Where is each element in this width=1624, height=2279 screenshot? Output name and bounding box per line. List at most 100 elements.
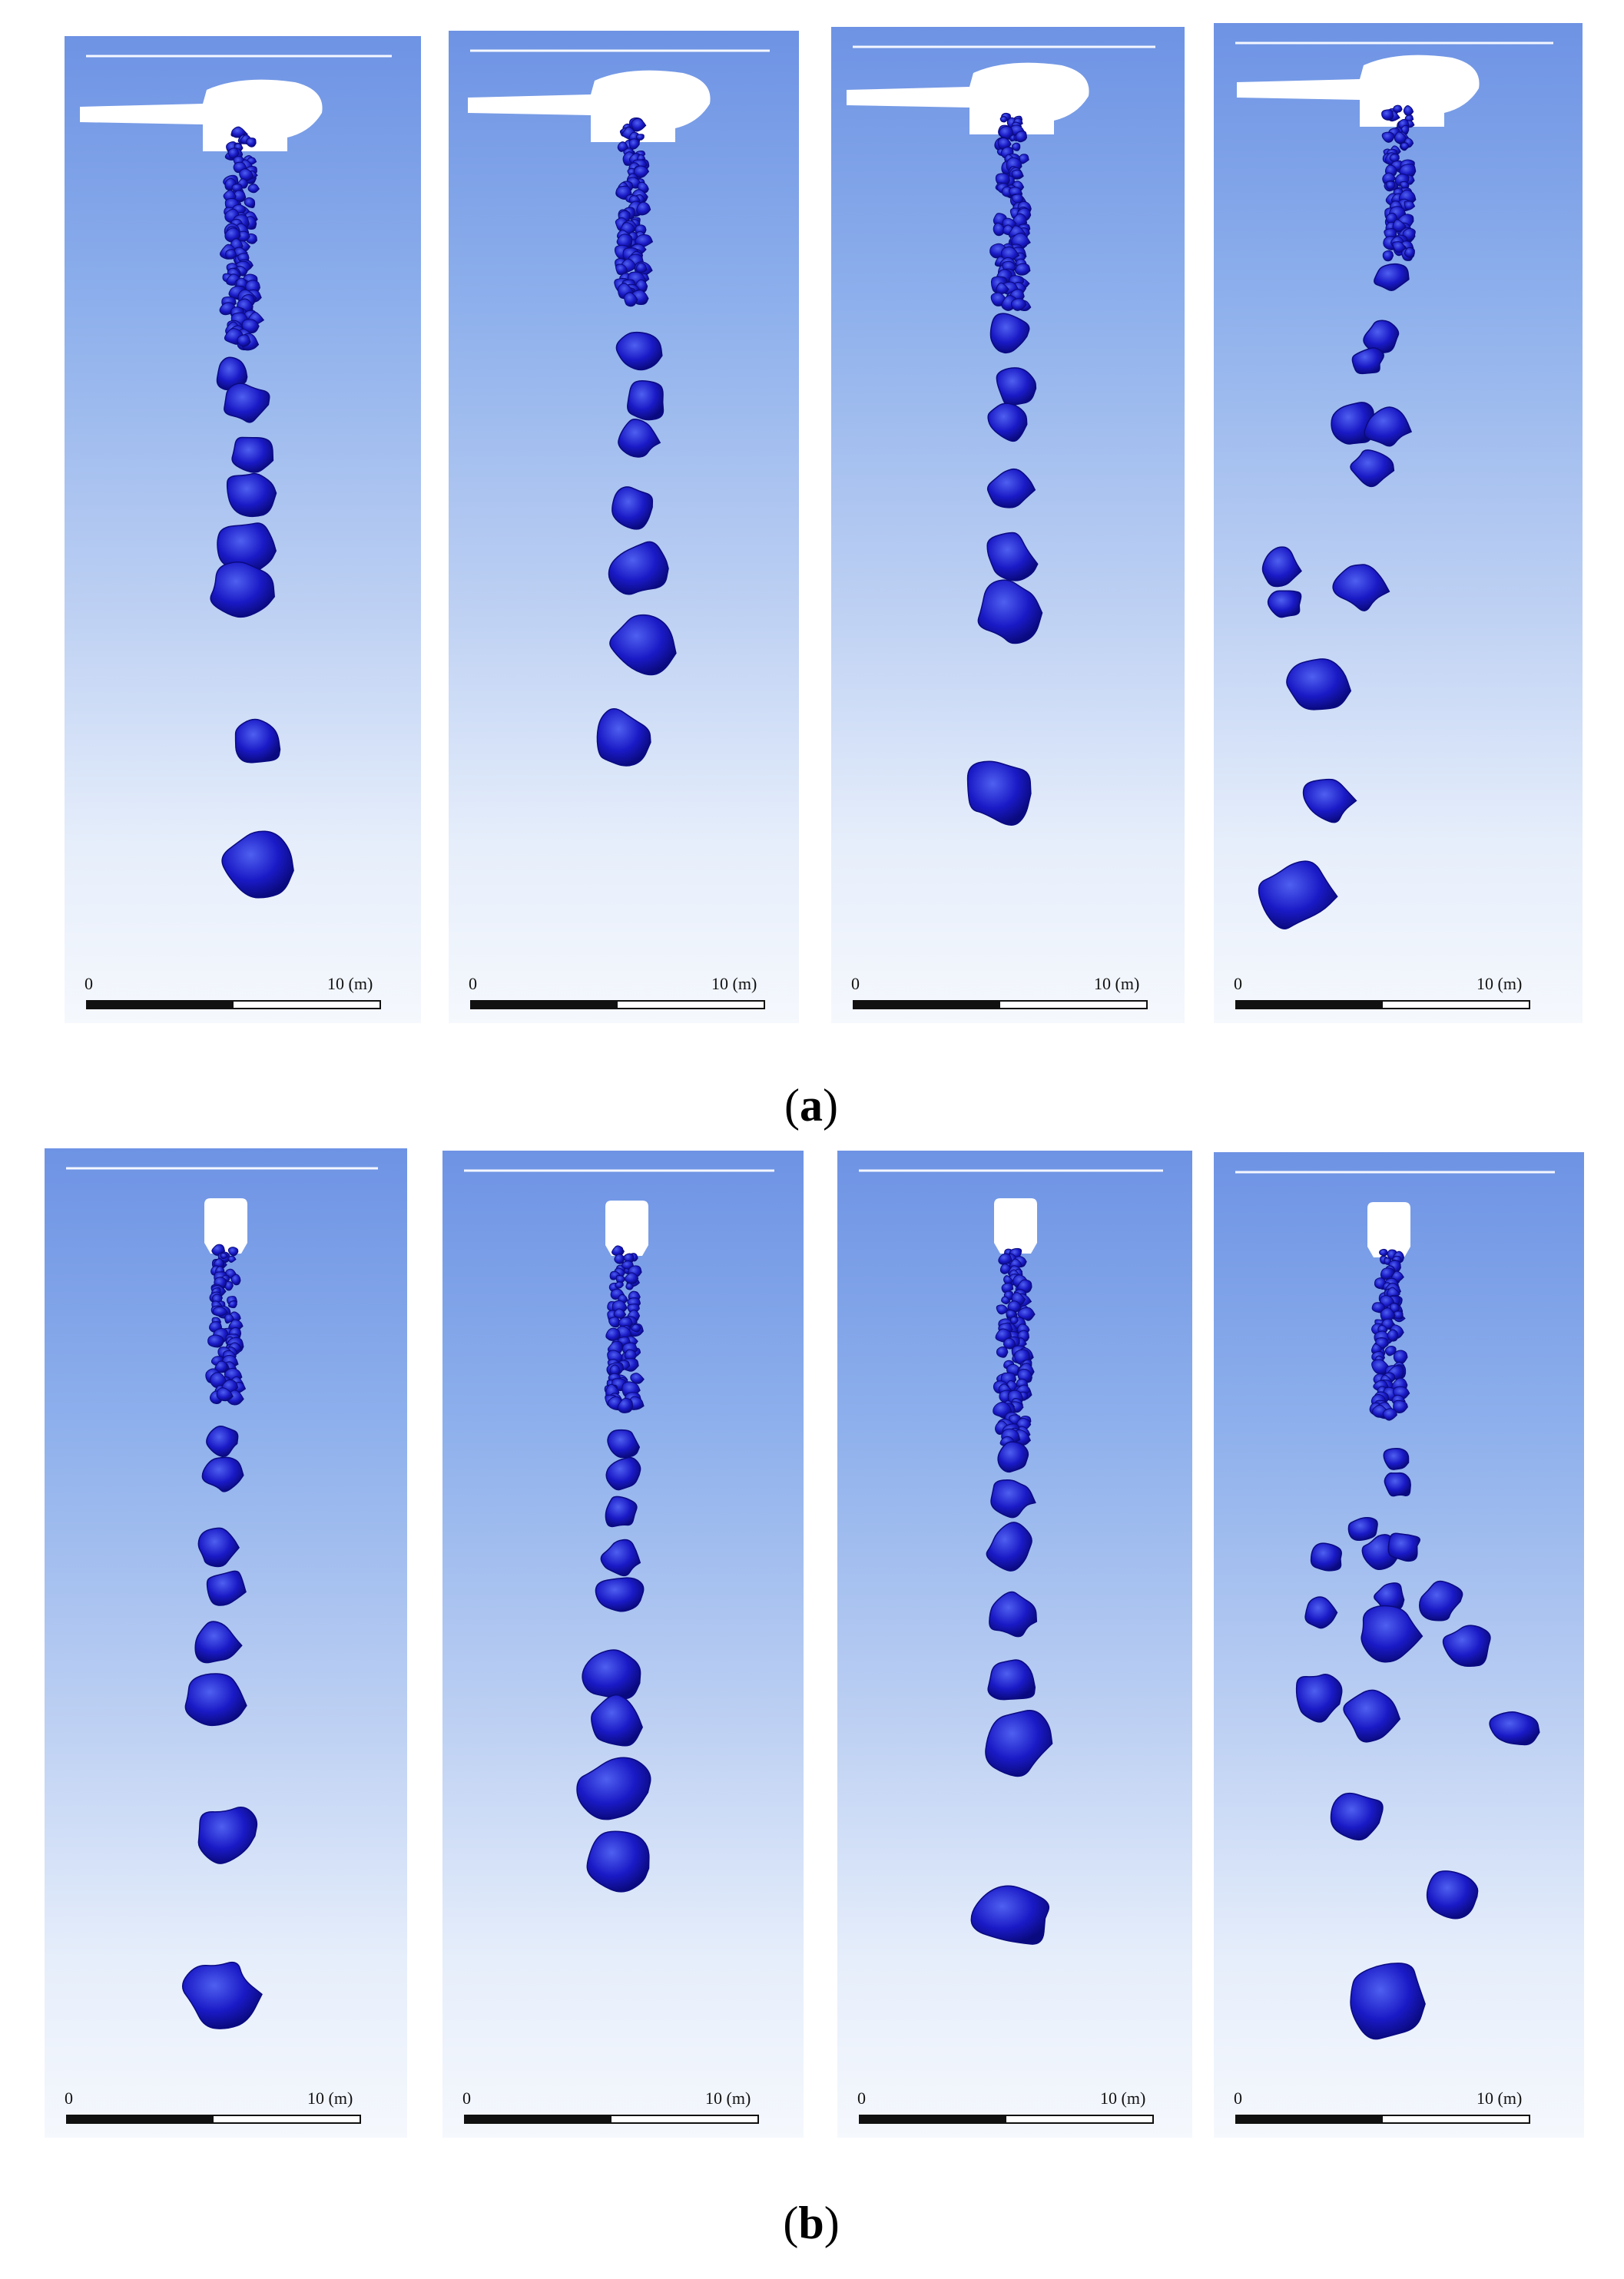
scale-bar-black-segment	[472, 1002, 618, 1008]
panel-b2: 0 10 (m)	[442, 1151, 804, 2138]
particle-cluster	[996, 367, 1037, 406]
particle-cluster	[1267, 590, 1302, 618]
scale-end-label: 10 (m)	[1477, 2089, 1523, 2108]
panel-a4-simulation-render	[1235, 41, 1553, 929]
particle-cluster	[607, 1429, 641, 1459]
panel-a2-simulation-render	[468, 49, 770, 767]
bubble-stream	[219, 126, 265, 351]
particle-cluster	[231, 436, 274, 473]
panel-b4-simulation-render	[1235, 1171, 1555, 2040]
particle-cluster	[224, 383, 270, 423]
scale-end-label: 10 (m)	[1477, 974, 1523, 993]
particle-cluster	[989, 313, 1030, 354]
caption-a: (a)	[784, 1080, 838, 1131]
particle-cluster	[605, 1456, 641, 1491]
particle-cluster	[997, 1441, 1029, 1473]
particle-cluster	[184, 1673, 247, 1727]
particle-cluster	[194, 1621, 243, 1664]
particle-cluster	[1261, 546, 1302, 588]
scale-bar-black-segment	[88, 1002, 234, 1008]
particle-cluster	[201, 1456, 244, 1492]
particle-cluster	[1304, 1596, 1338, 1629]
scale-bar	[66, 2115, 361, 2124]
particle-cluster	[582, 1649, 641, 1700]
particle-cluster	[1350, 449, 1395, 488]
particle-cluster	[217, 522, 277, 575]
bubble-stream	[205, 1244, 247, 1406]
bubble-stream	[1369, 1248, 1410, 1421]
particle-cluster	[615, 331, 663, 371]
panel-b3-simulation-render	[859, 1169, 1163, 1945]
scale-zero-label: 0	[469, 974, 477, 993]
particle-cluster	[1286, 658, 1352, 711]
particle-cluster	[1332, 564, 1390, 611]
particle-cluster	[989, 1591, 1038, 1638]
scale-bar	[86, 1000, 381, 1009]
panel-a3-simulation-render	[847, 45, 1155, 826]
bubble-stream	[1381, 104, 1417, 262]
scale-end-label: 10 (m)	[1094, 974, 1140, 993]
scale-bar-black-segment	[466, 2116, 611, 2122]
scale-zero-label: 0	[65, 2089, 73, 2108]
nozzle-head	[468, 70, 711, 142]
bubble-stream	[989, 112, 1032, 312]
nozzle-head	[847, 62, 1089, 134]
scale-end-label: 10 (m)	[307, 2089, 353, 2108]
particle-cluster	[596, 708, 651, 767]
particle-cluster	[986, 1522, 1032, 1572]
scale-zero-label: 0	[851, 974, 860, 993]
particle-cluster	[206, 1426, 239, 1457]
particle-cluster	[986, 468, 1036, 508]
particle-cluster	[1347, 1517, 1378, 1541]
panel-a1: 0 10 (m)	[65, 36, 421, 1023]
particle-cluster	[1350, 1963, 1426, 2040]
particle-cluster	[1387, 1532, 1421, 1562]
nozzle-head	[80, 79, 323, 151]
particle-cluster	[611, 486, 654, 530]
scale-bar	[464, 2115, 759, 2124]
particle-cluster	[609, 614, 677, 676]
particle-cluster	[1489, 1711, 1540, 1746]
scale-zero-label: 0	[1234, 2089, 1242, 2108]
particle-cluster	[1374, 263, 1410, 291]
nozzle-head	[204, 1198, 247, 1254]
scale-bar-black-segment	[1237, 1002, 1383, 1008]
scale-bar-black-segment	[854, 1002, 1000, 1008]
particle-cluster	[226, 472, 277, 518]
particle-cluster	[1426, 1870, 1479, 1920]
particle-cluster	[986, 532, 1039, 581]
particle-cluster	[595, 1577, 645, 1612]
particle-cluster	[1361, 1605, 1423, 1663]
scale-bar-black-segment	[68, 2116, 214, 2122]
particle-cluster	[1295, 1674, 1343, 1723]
particle-cluster	[1384, 1472, 1411, 1497]
particle-cluster	[1442, 1625, 1491, 1668]
particle-cluster	[608, 541, 669, 595]
particle-cluster	[182, 1961, 263, 2029]
particle-cluster	[586, 1830, 650, 1893]
nozzle-head	[994, 1198, 1037, 1254]
panel-b1-simulation-render	[66, 1167, 378, 2029]
scale-end-label: 10 (m)	[705, 2089, 751, 2108]
scale-bar	[1235, 1000, 1530, 1009]
particle-cluster	[1331, 402, 1374, 445]
scale-zero-label: 0	[462, 2089, 471, 2108]
bubble-stream	[614, 117, 654, 307]
particle-cluster	[1258, 860, 1338, 929]
panel-a2: 0 10 (m)	[449, 31, 799, 1023]
particle-cluster	[600, 1539, 641, 1577]
particle-cluster	[618, 419, 661, 458]
panel-a3: 0 10 (m)	[831, 27, 1185, 1023]
particle-cluster	[987, 1659, 1036, 1701]
scale-end-label: 10 (m)	[327, 974, 373, 993]
bubble-stream	[993, 1247, 1036, 1447]
panel-a1-simulation-render	[80, 55, 392, 899]
scale-zero-label: 0	[857, 2089, 866, 2108]
particle-cluster	[1383, 1447, 1410, 1470]
particle-cluster	[966, 760, 1032, 826]
scale-end-label: 10 (m)	[1100, 2089, 1146, 2108]
nozzle-head	[605, 1201, 648, 1256]
particle-cluster	[221, 830, 294, 899]
particle-cluster	[627, 380, 665, 421]
scale-bar	[1235, 2115, 1530, 2124]
